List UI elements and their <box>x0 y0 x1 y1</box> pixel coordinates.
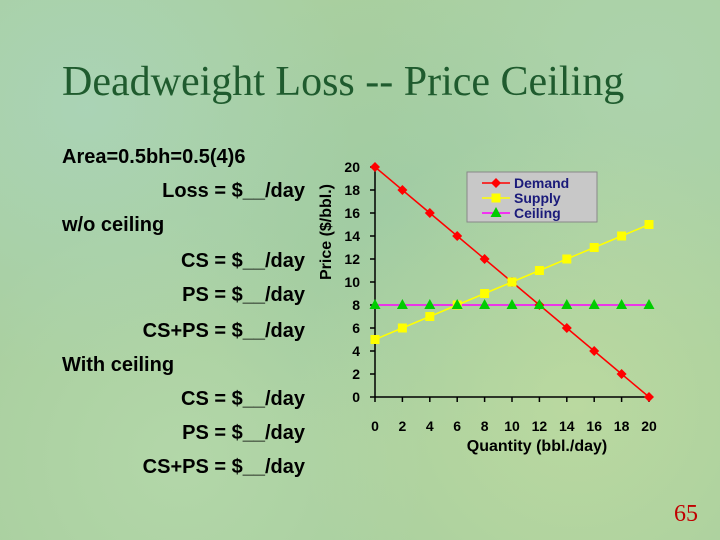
x-tick-label: 8 <box>481 418 489 434</box>
text-line: CS+PS = $__/day <box>142 456 305 478</box>
data-point-ceiling <box>506 299 518 309</box>
data-point-demand <box>370 162 380 172</box>
text-line: w/o ceiling <box>62 214 165 236</box>
legend-label: Supply <box>514 190 561 206</box>
data-point-supply <box>370 335 380 344</box>
data-point-demand <box>644 392 654 402</box>
x-tick-label: 18 <box>614 418 630 434</box>
data-point-supply <box>589 243 599 252</box>
y-tick-label: 20 <box>344 159 360 175</box>
data-point-ceiling <box>588 299 600 309</box>
y-tick-label: 2 <box>352 366 360 382</box>
x-tick-label: 2 <box>399 418 407 434</box>
legend-label: Demand <box>514 175 569 191</box>
text-line: Loss = $__/day <box>162 180 305 202</box>
y-tick-label: 10 <box>344 274 360 290</box>
y-tick-label: 4 <box>352 343 360 359</box>
y-tick-label: 0 <box>352 389 360 405</box>
legend-swatch-marker <box>491 178 501 188</box>
text-line: Area=0.5bh=0.5(4)6 <box>62 146 246 168</box>
data-point-supply <box>397 323 407 333</box>
text-line: CS = $__/day <box>181 250 305 272</box>
slide-title: Deadweight Loss -- Price Ceiling <box>62 59 625 105</box>
data-point-supply <box>425 312 435 321</box>
data-point-ceiling <box>616 299 628 309</box>
data-point-demand <box>397 185 408 195</box>
data-point-supply <box>534 266 544 275</box>
y-tick-label: 14 <box>344 228 360 244</box>
x-tick-label: 0 <box>371 418 379 434</box>
text-line: CS+PS = $__/day <box>142 320 305 342</box>
legend-swatch-marker <box>491 193 501 203</box>
data-point-ceiling <box>396 299 408 309</box>
legend-swatch-marker <box>490 207 502 217</box>
x-tick-label: 4 <box>426 418 434 434</box>
text-line: CS = $__/day <box>181 388 305 410</box>
data-point-ceiling <box>424 299 436 309</box>
data-point-supply <box>644 220 654 229</box>
x-axis-label: Quantity (bbl./day) <box>467 438 607 455</box>
data-point-demand <box>616 369 627 379</box>
x-tick-label: 20 <box>641 418 657 434</box>
text-line: With ceiling <box>62 354 175 376</box>
data-point-demand <box>479 254 490 264</box>
data-point-demand <box>589 346 600 356</box>
x-tick-label: 16 <box>586 418 602 434</box>
y-tick-label: 18 <box>344 182 360 198</box>
text-line: PS = $__/day <box>182 284 305 306</box>
x-tick-label: 6 <box>453 418 461 434</box>
data-point-ceiling <box>643 299 655 309</box>
data-point-demand <box>452 231 463 241</box>
data-point-ceiling <box>533 299 545 309</box>
data-point-ceiling <box>451 299 463 309</box>
data-point-demand <box>561 323 572 333</box>
y-tick-label: 8 <box>352 297 360 313</box>
data-point-ceiling <box>561 299 573 309</box>
data-point-ceiling <box>479 299 491 309</box>
data-point-demand <box>424 208 435 218</box>
x-tick-label: 10 <box>504 418 520 434</box>
data-point-supply <box>507 277 517 287</box>
data-point-ceiling <box>369 299 381 309</box>
x-tick-label: 12 <box>532 418 548 434</box>
data-point-supply <box>617 231 627 241</box>
y-axis-label: Price ($/bbl.) <box>318 184 335 280</box>
page-number: 65 <box>674 501 698 527</box>
y-tick-label: 6 <box>352 320 360 336</box>
y-tick-label: 12 <box>344 251 360 267</box>
data-point-supply <box>562 254 572 264</box>
x-tick-label: 14 <box>559 418 575 434</box>
legend-label: Ceiling <box>514 205 561 221</box>
text-line: PS = $__/day <box>182 422 305 444</box>
y-tick-label: 16 <box>344 205 360 221</box>
data-point-supply <box>480 289 490 298</box>
